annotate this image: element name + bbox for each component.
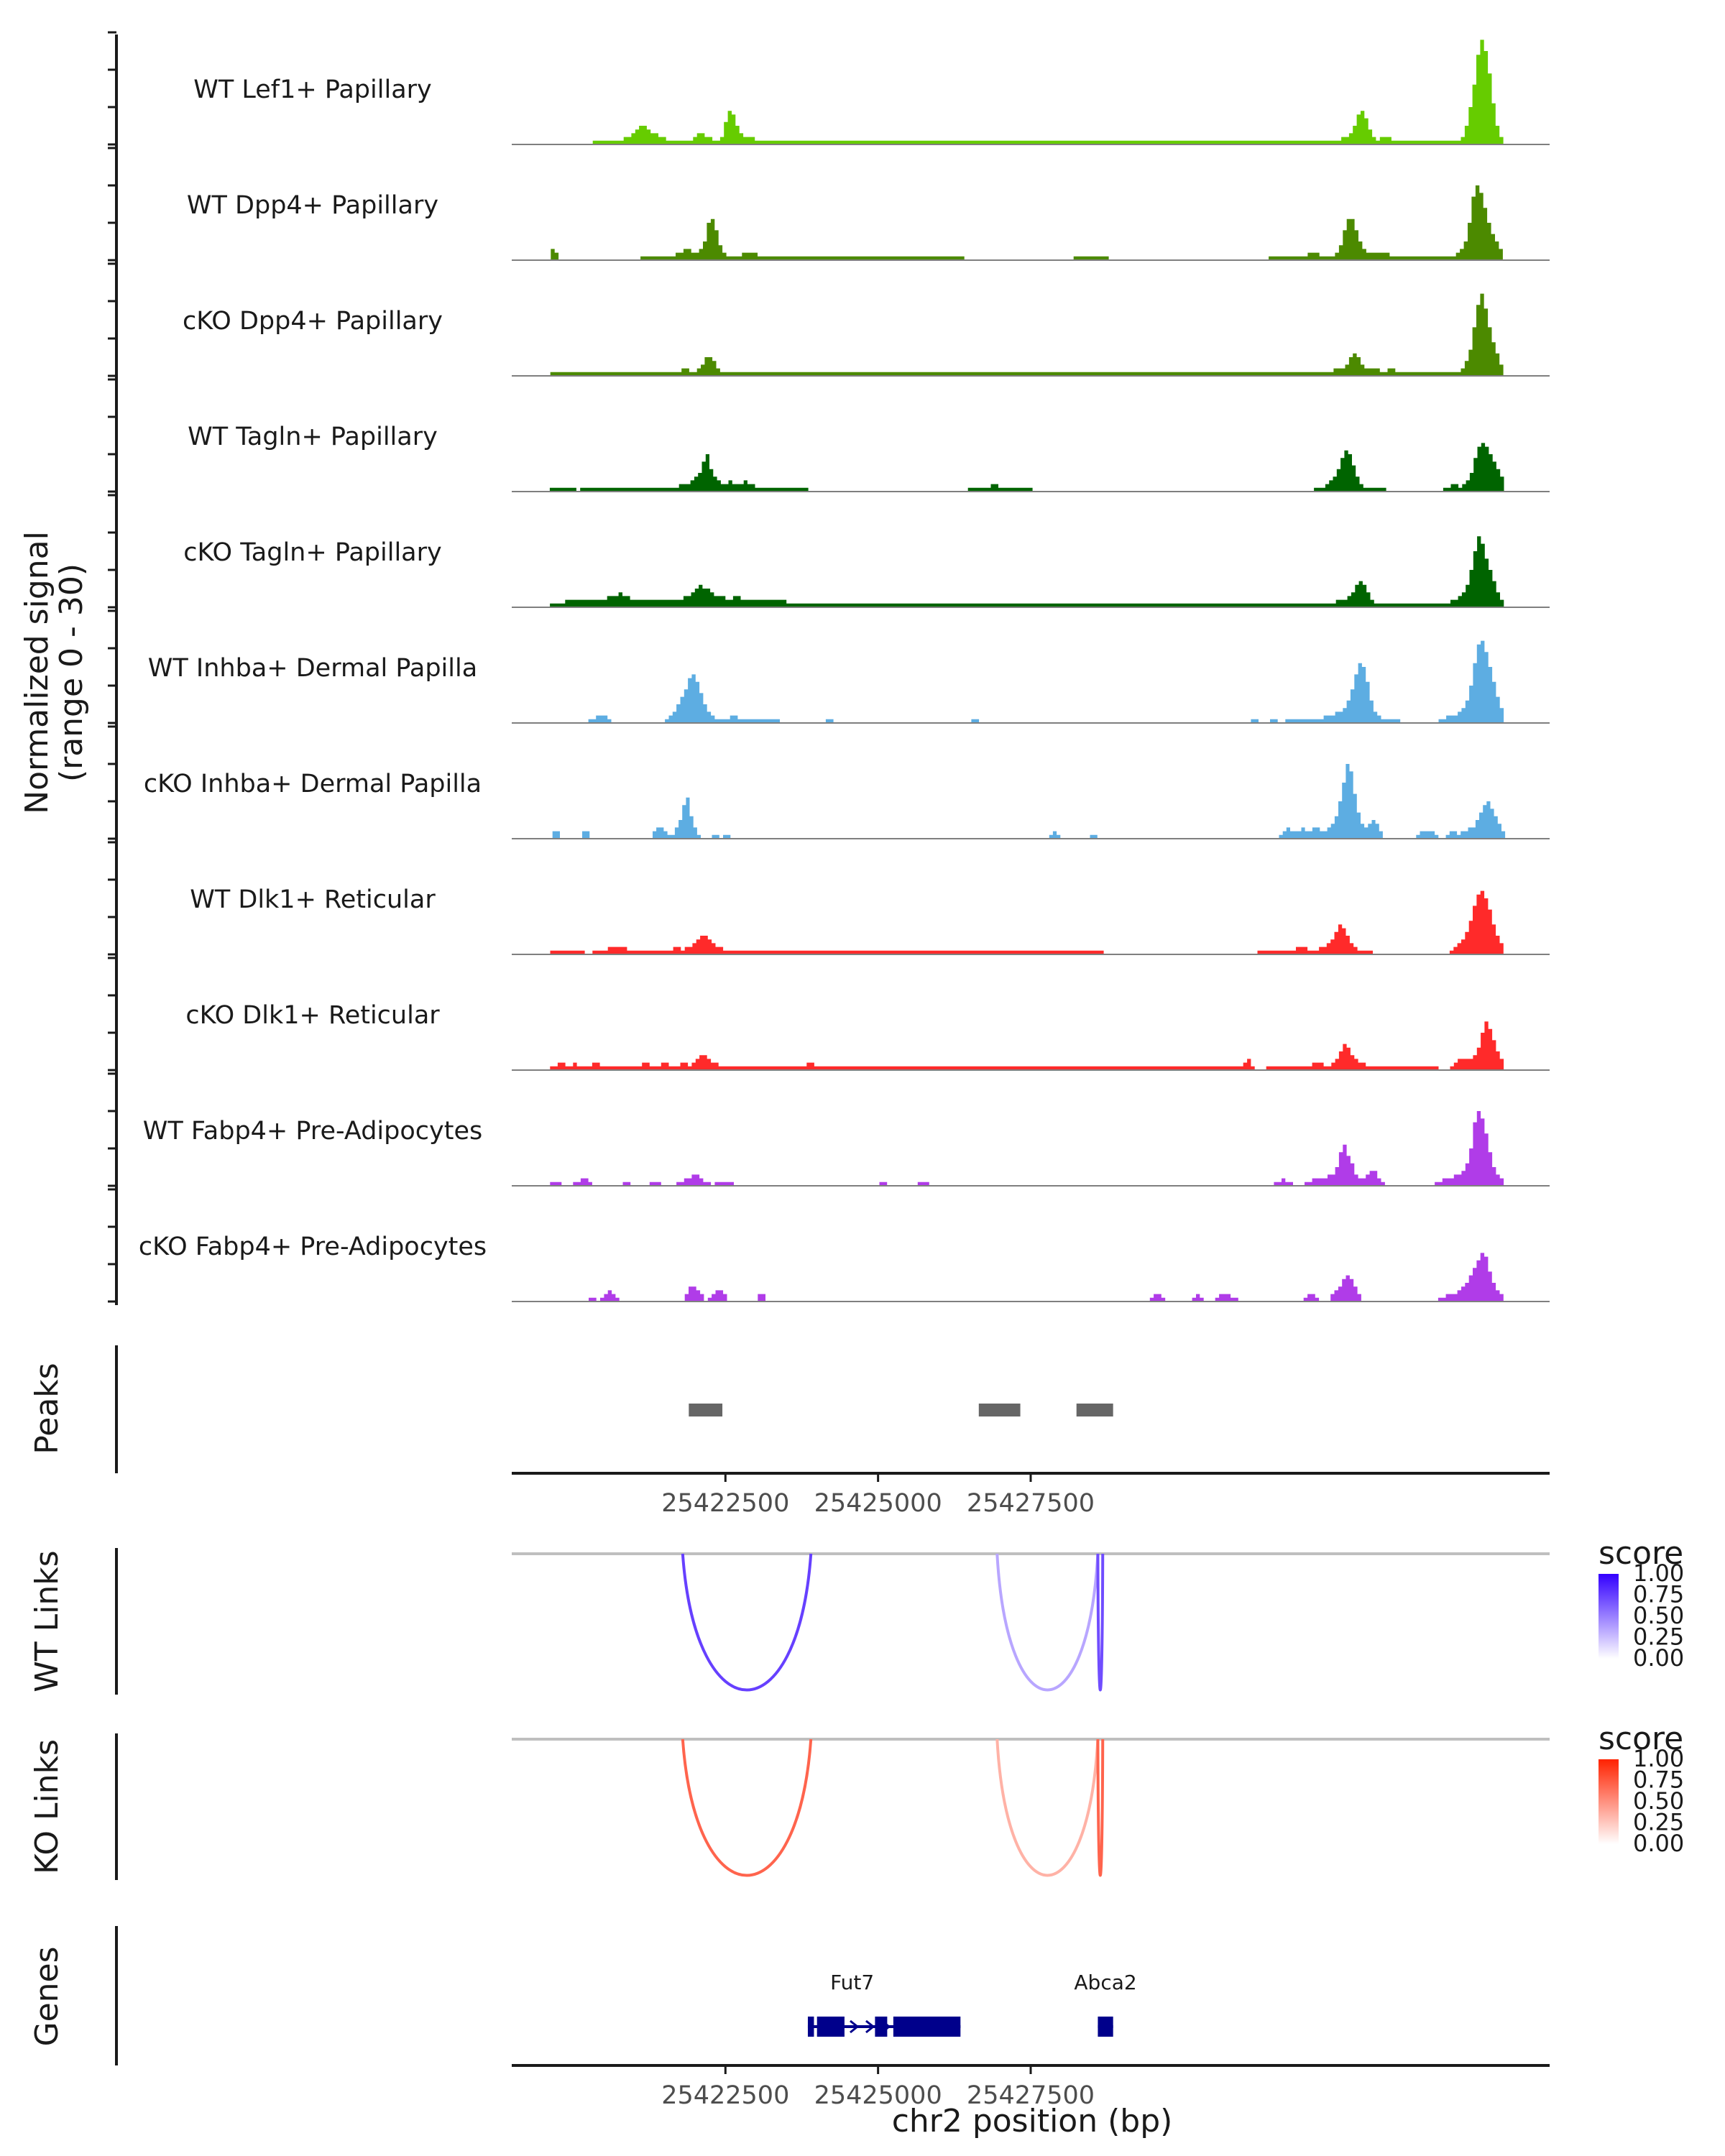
legend-tick-label: 1.00: [1633, 1745, 1684, 1772]
legend-tick-label: 0.75: [1633, 1581, 1684, 1608]
track-label: cKO Dlk1+ Reticular: [185, 1001, 440, 1030]
coverage-area: [512, 1111, 1550, 1186]
track-label: WT Inhba+ Dermal Papilla: [148, 654, 477, 683]
genes-label: Genes: [29, 1946, 65, 2046]
legend-tick-label: 0.25: [1633, 1809, 1684, 1836]
coverage-area: [512, 443, 1550, 492]
track-wt-dlk1-reticular: WT Dlk1+ Reticular: [190, 885, 1550, 955]
track-label: cKO Tagln+ Papillary: [183, 538, 442, 567]
coverage-area: [512, 40, 1550, 145]
signal-axis-label-line1: Normalized signal: [19, 531, 55, 814]
legend-tick-label: 0.75: [1633, 1766, 1684, 1794]
track-label: cKO Dpp4+ Papillary: [183, 307, 443, 336]
track-label: WT Tagln+ Papillary: [188, 423, 438, 451]
peaks-track: Peaks: [29, 1345, 1113, 1473]
x-tick-label: 25427500: [967, 1489, 1095, 1518]
link-arc: [681, 1553, 813, 1692]
track-wt-tagln-papillary: WT Tagln+ Papillary: [188, 423, 1550, 492]
track-cko-tagln-papillary: cKO Tagln+ Papillary: [183, 536, 1550, 608]
x-tick-label: 25427500: [967, 2081, 1095, 2110]
track-label: WT Lef1+ Papillary: [193, 75, 432, 104]
coverage-area: [512, 536, 1550, 607]
x-axis-bottom: 25422500 25425000 25427500: [512, 2064, 1550, 2110]
legend-colorbar: [1598, 1759, 1619, 1844]
legend-tick-label: 1.00: [1633, 1560, 1684, 1587]
x-tick-label: 25425000: [814, 2081, 942, 2110]
gene-name: Fut7: [830, 1971, 874, 1994]
gene-fut7: Fut7: [807, 1971, 961, 2037]
track-label: cKO Inhba+ Dermal Papilla: [144, 770, 482, 798]
legend-colorbar: [1598, 1574, 1619, 1659]
gene-exon: [816, 2017, 845, 2037]
gene-abca2: Abca2: [1074, 1971, 1137, 2037]
links-label: WT Links: [29, 1550, 65, 1692]
peaks-label: Peaks: [29, 1363, 65, 1454]
link-arc: [995, 1553, 1100, 1692]
strand-arrow: [865, 2019, 875, 2034]
genes-track: Genes Fut7 Abca2: [29, 1926, 1137, 2065]
peak-region: [689, 1404, 723, 1416]
track-cko-dlk1-reticular: cKO Dlk1+ Reticular: [185, 1001, 1550, 1071]
coverage-area: [512, 1253, 1550, 1302]
track-wt-lef1-papillary: WT Lef1+ Papillary: [193, 40, 1550, 145]
track-wt-fabp4-pre-adipocytes: WT Fabp4+ Pre-Adipocytes: [143, 1111, 1550, 1187]
gene-exon: [875, 2017, 888, 2037]
coverage-area: [512, 764, 1550, 839]
x-axis-middle: 25422500 25425000 25427500: [512, 1472, 1550, 1518]
legend-title: score: [1598, 1535, 1683, 1572]
track-label: WT Dpp4+ Papillary: [187, 191, 438, 220]
track-label: WT Fabp4+ Pre-Adipocytes: [143, 1117, 482, 1146]
link-arc: [1096, 1738, 1105, 1877]
links-label: KO Links: [29, 1739, 65, 1874]
x-tick-label: 25422500: [661, 1489, 789, 1518]
link-arc: [995, 1738, 1100, 1877]
coverage-area: [512, 640, 1550, 723]
legend-tick-label: 0.00: [1633, 1830, 1684, 1857]
gene-exon: [893, 2017, 961, 2037]
legend-tick-label: 0.25: [1633, 1623, 1684, 1651]
coverage-area: [512, 1021, 1550, 1070]
track-cko-fabp4-pre-adipocytes: cKO Fabp4+ Pre-Adipocytes: [139, 1233, 1550, 1302]
x-axis-label: chr2 position (bp): [892, 2103, 1173, 2139]
coverage-area: [512, 185, 1550, 260]
signal-axis-label-line2: (range 0 - 30): [53, 563, 90, 782]
coverage-area: [512, 890, 1550, 954]
peak-region: [1076, 1404, 1113, 1416]
strand-arrow: [850, 2019, 860, 2034]
coverage-tracks: WT Lef1+ Papillary WT Dpp4+ Papillary cKO …: [139, 40, 1550, 1302]
gene-exon: [807, 2017, 814, 2037]
legend-tick-label: 0.50: [1633, 1787, 1684, 1815]
gene-exon: [1098, 2017, 1113, 2037]
x-tick-label: 25422500: [661, 2081, 789, 2110]
track-wt-dpp4-papillary: WT Dpp4+ Papillary: [187, 185, 1550, 261]
track-label: cKO Fabp4+ Pre-Adipocytes: [139, 1233, 487, 1261]
legend-tick-label: 0.00: [1633, 1644, 1684, 1672]
track-cko-dpp4-papillary: cKO Dpp4+ Papillary: [183, 293, 1550, 377]
track-cko-inhba-dermal-papilla: cKO Inhba+ Dermal Papilla: [144, 764, 1550, 839]
link-arc: [681, 1738, 813, 1877]
legend-title: score: [1598, 1720, 1683, 1757]
legend-tick-label: 0.50: [1633, 1602, 1684, 1629]
peak-region: [978, 1404, 1021, 1416]
track-label: WT Dlk1+ Reticular: [190, 885, 436, 914]
gene-name: Abca2: [1074, 1971, 1136, 1994]
track-wt-inhba-dermal-papilla: WT Inhba+ Dermal Papilla: [148, 640, 1550, 724]
x-tick-label: 25425000: [814, 1489, 942, 1518]
link-arc: [1096, 1553, 1105, 1692]
signal-axis: [108, 31, 118, 1305]
coverage-area: [512, 293, 1550, 376]
